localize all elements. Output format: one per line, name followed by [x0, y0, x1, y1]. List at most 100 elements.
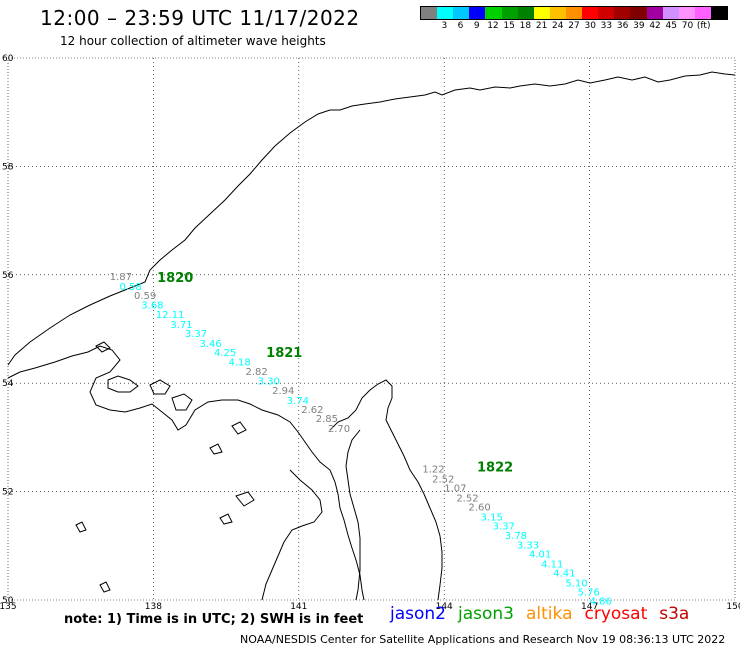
color-swatch — [533, 7, 550, 19]
color-swatch — [678, 7, 695, 19]
color-scale-label: 42 — [649, 21, 661, 31]
color-scale-label: 12 — [487, 21, 499, 31]
swh-value: 4.25 — [214, 348, 236, 359]
color-swatch — [565, 7, 583, 19]
color-swatch — [485, 7, 502, 19]
lon-tick-label: 144 — [436, 602, 453, 612]
pass-labels: 1820 1821 1822 — [157, 271, 513, 476]
coastline-island-10 — [99, 581, 111, 593]
color-swatch — [694, 7, 711, 19]
coastline-sakhalin-west — [345, 429, 361, 601]
color-scale-label: 18 — [519, 21, 532, 31]
coastline-shantar — [7, 345, 365, 601]
color-scale-label: 33 — [600, 21, 613, 31]
color-swatch — [421, 7, 438, 19]
coastline-mainland — [7, 71, 736, 366]
swh-value: 3.46 — [199, 339, 221, 350]
swh-value: 2.70 — [328, 424, 350, 435]
pass-label: 1821 — [266, 346, 302, 361]
color-swatch — [662, 7, 679, 19]
swh-value: 3.71 — [170, 320, 192, 331]
page-title: 12:00 – 23:59 UTC 11/17/2022 — [40, 6, 360, 30]
color-swatch — [437, 7, 454, 19]
color-swatch — [614, 7, 631, 19]
color-scale-label: 30 — [584, 21, 596, 31]
swh-value: 2.85 — [316, 414, 338, 425]
swh-value: 0.59 — [134, 291, 156, 302]
map-frame — [7, 57, 736, 601]
color-scale-label: 27 — [568, 21, 580, 31]
color-scale: 3 6 9 12 15 18 21 24 27 30 33 36 39 42 45 70 (ft) — [420, 6, 728, 34]
coastline-island-4 — [95, 341, 111, 353]
color-scale-label: 6 — [457, 21, 464, 31]
swh-value: 3.68 — [141, 300, 163, 311]
coastline-island-5 — [231, 421, 247, 435]
lon-tick-label: 150 — [726, 602, 740, 612]
lat-tick-label: 60 — [2, 54, 14, 64]
axis-ticks: 135 138 141 144 147 150 60 58 56 54 52 50 — [0, 54, 740, 612]
color-scale-label: 21 — [535, 21, 548, 31]
lat-tick-label: 50 — [2, 596, 14, 606]
swh-value: 2.82 — [245, 367, 267, 378]
color-scale-label: 24 — [552, 21, 564, 31]
color-scale-swatches — [420, 6, 728, 20]
footer-note: note: 1) Time is in UTC; 2) SWH is in fe… — [64, 612, 364, 627]
coastline-sakhalin — [329, 379, 443, 601]
lat-tick-label: 58 — [2, 162, 14, 172]
swh-value: 3.30 — [258, 376, 280, 387]
swh-values: 1.870.580.593.6812.113.713.373.464.254.1… — [110, 272, 612, 607]
swh-value: 2.60 — [468, 503, 490, 514]
color-swatch — [646, 7, 663, 19]
legend-item-cryosat: cryosat — [584, 604, 648, 624]
lat-tick-label: 52 — [2, 488, 13, 498]
swh-value: 2.52 — [456, 493, 478, 504]
lat-tick-label: 54 — [2, 379, 14, 389]
color-swatch — [710, 7, 728, 19]
satellite-legend: jason2 jason3 altika cryosat s3a — [390, 604, 701, 624]
color-scale-label: 3 — [441, 21, 448, 31]
color-scale-label: 45 — [665, 21, 677, 31]
lon-tick-label: 141 — [290, 602, 307, 612]
color-swatch — [517, 7, 534, 19]
color-swatch — [501, 7, 518, 19]
swh-value: 3.37 — [493, 522, 515, 533]
color-swatch — [549, 7, 566, 19]
color-scale-label: 15 — [503, 21, 515, 31]
coastline-amur-bay — [261, 469, 323, 601]
color-scale-labels: 3 6 9 12 15 18 21 24 27 30 33 36 39 42 45 70 (ft) — [420, 20, 728, 32]
coastline — [7, 71, 736, 601]
swh-value: 2.62 — [301, 405, 323, 416]
swh-value: 12.11 — [156, 310, 185, 321]
legend-item-jason2: jason2 — [390, 604, 446, 624]
swh-value: 2.94 — [272, 386, 294, 397]
color-scale-label: 9 — [473, 21, 480, 31]
swh-value: 0.58 — [119, 282, 141, 293]
pass-label: 1822 — [477, 461, 513, 476]
swh-value: 1.22 — [422, 465, 444, 476]
color-swatch — [630, 7, 647, 19]
color-swatch — [598, 7, 615, 19]
lon-tick-label: 135 — [0, 602, 17, 612]
legend-item-jason3: jason3 — [458, 604, 514, 624]
swh-value: 1.87 — [110, 272, 132, 283]
legend-item-altika: altika — [526, 604, 573, 624]
lon-tick-label: 147 — [581, 602, 598, 612]
swh-value: 4.11 — [541, 559, 563, 570]
grid-lines — [8, 58, 735, 600]
lon-tick-label: 138 — [145, 602, 162, 612]
lat-tick-label: 56 — [2, 271, 14, 281]
color-scale-label: 39 — [633, 21, 645, 31]
swh-value: 4.18 — [229, 357, 251, 368]
color-swatch — [453, 7, 470, 19]
swh-value: 1.07 — [444, 484, 466, 495]
color-swatch — [582, 7, 599, 19]
coastline-island-6 — [209, 443, 223, 455]
swh-value: 4.41 — [553, 569, 575, 580]
color-scale-label: (ft) — [696, 21, 711, 31]
swh-value: 3.74 — [287, 396, 309, 407]
swh-value: 2.52 — [432, 474, 454, 485]
page-subtitle: 12 hour collection of altimeter wave hei… — [60, 34, 326, 48]
coastline-island-1 — [107, 375, 139, 393]
swh-value: 3.33 — [517, 541, 539, 552]
